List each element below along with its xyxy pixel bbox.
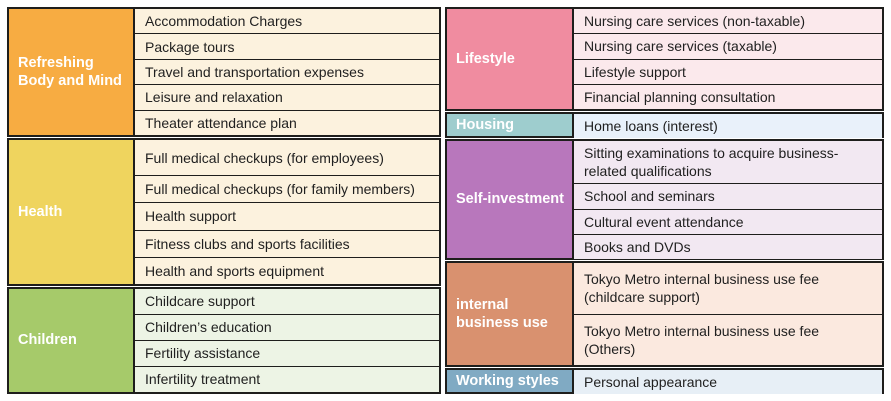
table-row: Tokyo Metro internal business use fee (c…	[574, 263, 882, 314]
table-row: Infertility treatment	[135, 366, 439, 392]
left-column-stack: Refreshing Body and Mind Accommodation Ch…	[7, 7, 441, 394]
items-column: Childcare support Children’s education Fer…	[135, 289, 439, 392]
table-row: Fertility assistance	[135, 340, 439, 366]
table-row: Nursing care services (non-taxable)	[574, 9, 882, 34]
table-row: Home loans (interest)	[574, 114, 882, 139]
category-header: Children	[9, 289, 135, 392]
table-row: Tokyo Metro internal business use fee (O…	[574, 313, 882, 365]
category-header: internal business use	[447, 263, 574, 365]
items-column: Tokyo Metro internal business use fee (c…	[574, 263, 882, 365]
right-column-stack: Lifestyle Nursing care services (non-taxa…	[445, 7, 884, 395]
category-header: Lifestyle	[447, 9, 574, 109]
table-row: School and seminars	[574, 183, 882, 209]
category-block-working-styles: Working styles Personal appearance	[445, 368, 884, 395]
category-block-refreshing-body-and-mind: Refreshing Body and Mind Accommodation Ch…	[7, 7, 441, 137]
category-block-internal-business-use: internal business use Tokyo Metro interna…	[445, 261, 884, 367]
items-column: Accommodation Charges Package tours Travel…	[135, 9, 439, 136]
category-block-health: Health Full medical checkups (for employe…	[7, 138, 441, 286]
category-header: Health	[9, 140, 135, 284]
table-row: Nursing care services (taxable)	[574, 33, 882, 59]
table-row: Personal appearance	[574, 370, 882, 395]
items-column: Sitting examinations to acquire business…	[574, 141, 882, 259]
items-column: Nursing care services (non-taxable) Nursi…	[574, 9, 882, 109]
table-row: Children’s education	[135, 314, 439, 340]
table-row: Health support	[135, 202, 439, 230]
category-block-self-investment: Self-investment Sitting examinations to a…	[445, 139, 884, 260]
category-block-children: Children Childcare support Children’s educ…	[7, 287, 441, 394]
table-row: Fitness clubs and sports facilities	[135, 229, 439, 257]
table-row: Package tours	[135, 33, 439, 59]
table-row: Cultural event attendance	[574, 208, 882, 234]
items-column: Full medical checkups (for employees) Ful…	[135, 140, 439, 285]
category-block-lifestyle: Lifestyle Nursing care services (non-taxa…	[445, 7, 884, 111]
table-row: Full medical checkups (for family member…	[135, 175, 439, 203]
category-header: Self-investment	[447, 141, 574, 258]
category-block-housing: Housing Home loans (interest)	[445, 112, 884, 139]
items-column: Personal appearance	[574, 370, 882, 395]
table-row: Health and sports equipment	[135, 256, 439, 285]
benefits-category-table: Refreshing Body and Mind Accommodation Ch…	[7, 7, 884, 395]
table-row: Accommodation Charges	[135, 9, 439, 34]
table-row: Financial planning consultation	[574, 83, 882, 109]
category-header: Working styles	[447, 370, 574, 392]
table-row: Travel and transportation expenses	[135, 58, 439, 85]
table-row: Leisure and relaxation	[135, 84, 439, 110]
category-header: Housing	[447, 114, 574, 136]
table-row: Childcare support	[135, 289, 439, 314]
table-row: Full medical checkups (for employees)	[135, 140, 439, 176]
table-row: Lifestyle support	[574, 58, 882, 84]
table-row: Books and DVDs	[574, 233, 882, 259]
items-column: Home loans (interest)	[574, 114, 882, 139]
category-header: Refreshing Body and Mind	[9, 9, 135, 135]
table-row: Sitting examinations to acquire business…	[574, 141, 882, 184]
table-row: Theater attendance plan	[135, 109, 439, 136]
